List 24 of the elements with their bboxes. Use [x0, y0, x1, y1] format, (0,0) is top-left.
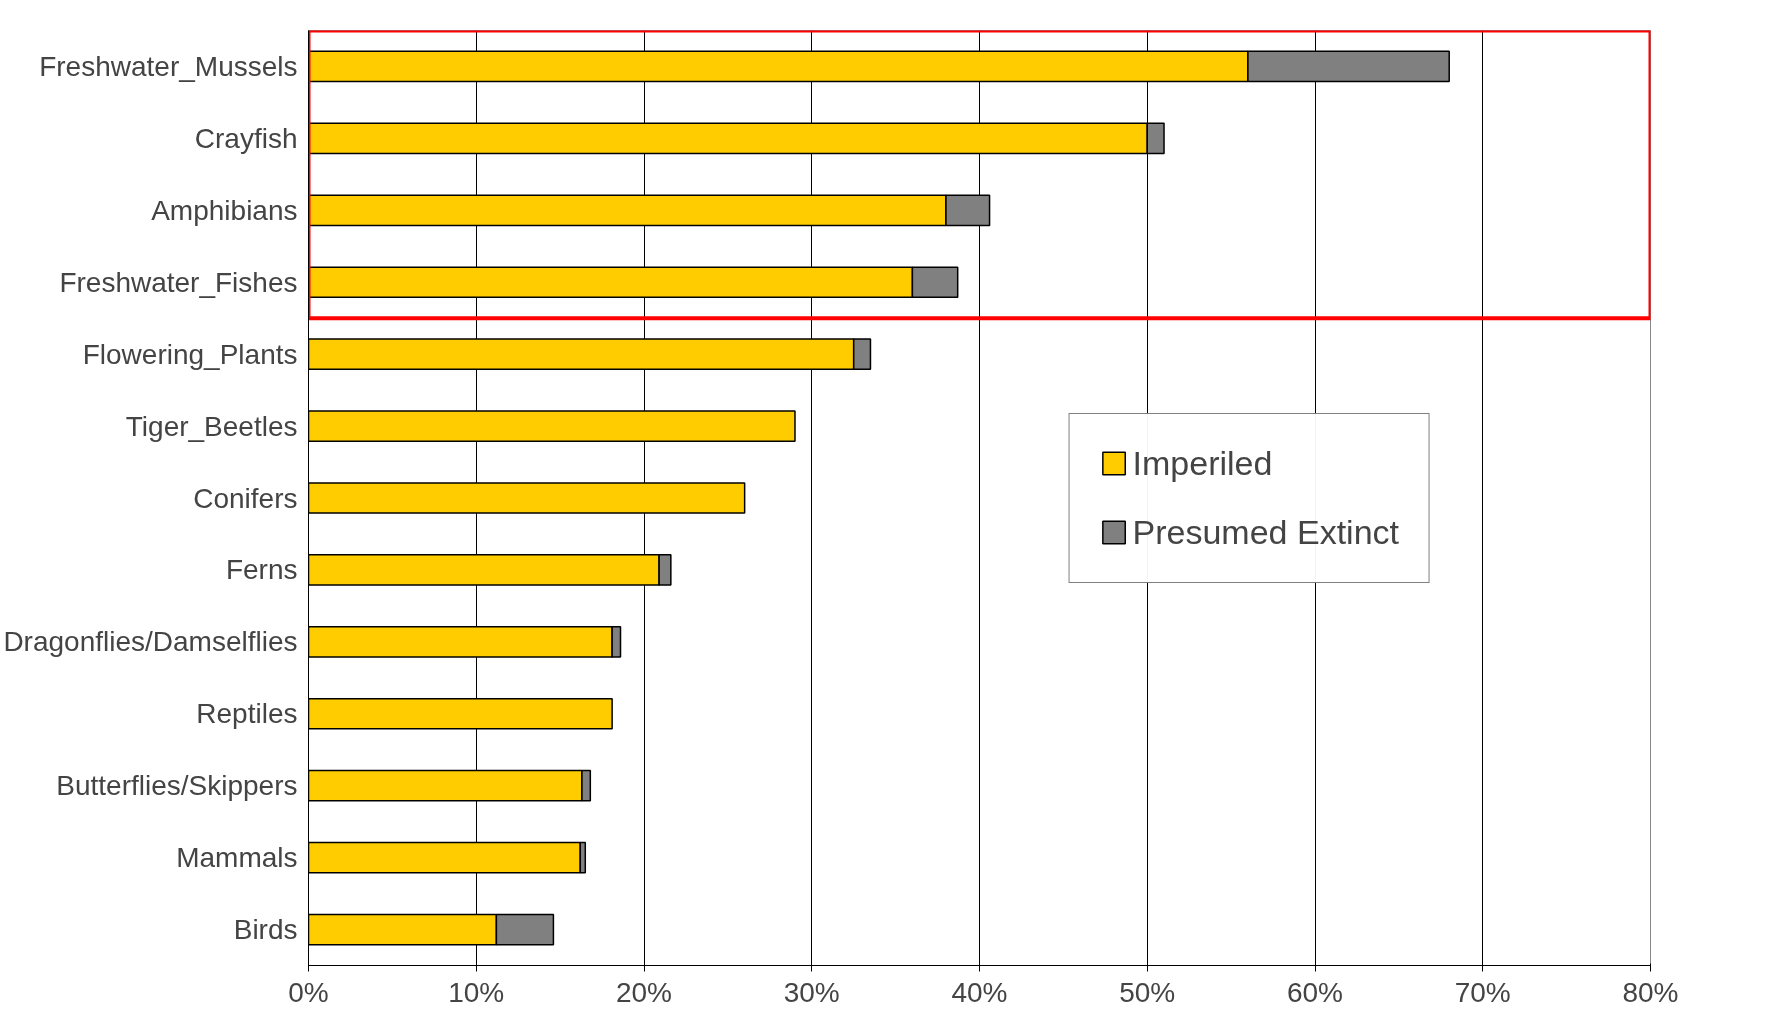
y-tick-label: Butterflies/Skippers: [56, 770, 298, 802]
y-tick-label: Mammals: [176, 842, 298, 874]
y-tick-label: Dragonflies/Damselflies: [3, 626, 298, 658]
legend-label: Imperiled: [1132, 443, 1273, 483]
x-tick-label: 20%: [615, 976, 673, 1008]
y-tick-label: Crayfish: [194, 122, 298, 154]
legend-label: Presumed Extinct: [1132, 512, 1399, 552]
y-tick-label: Amphibians: [151, 194, 298, 226]
y-tick-label: Tiger_Beetles: [125, 410, 298, 442]
x-tick-label: 0%: [288, 976, 329, 1008]
y-tick-label: Birds: [233, 914, 298, 946]
x-tick-label: 30%: [783, 976, 840, 1008]
y-tick-label: Reptiles: [196, 698, 298, 730]
x-tick-label: 80%: [1622, 976, 1679, 1008]
y-tick-label: Flowering_Plants: [82, 338, 298, 370]
y-tick-label: Conifers: [193, 482, 298, 514]
y-tick-label: Freshwater_Fishes: [59, 266, 298, 298]
x-tick-label: 10%: [448, 976, 505, 1008]
x-tick-label: 40%: [951, 976, 1008, 1008]
x-tick-label: 60%: [1286, 976, 1344, 1008]
y-tick-label: Freshwater_Mussels: [39, 50, 298, 82]
x-tick-label: 70%: [1454, 976, 1511, 1008]
x-tick-label: 50%: [1119, 976, 1176, 1008]
y-tick-label: Ferns: [225, 554, 298, 586]
